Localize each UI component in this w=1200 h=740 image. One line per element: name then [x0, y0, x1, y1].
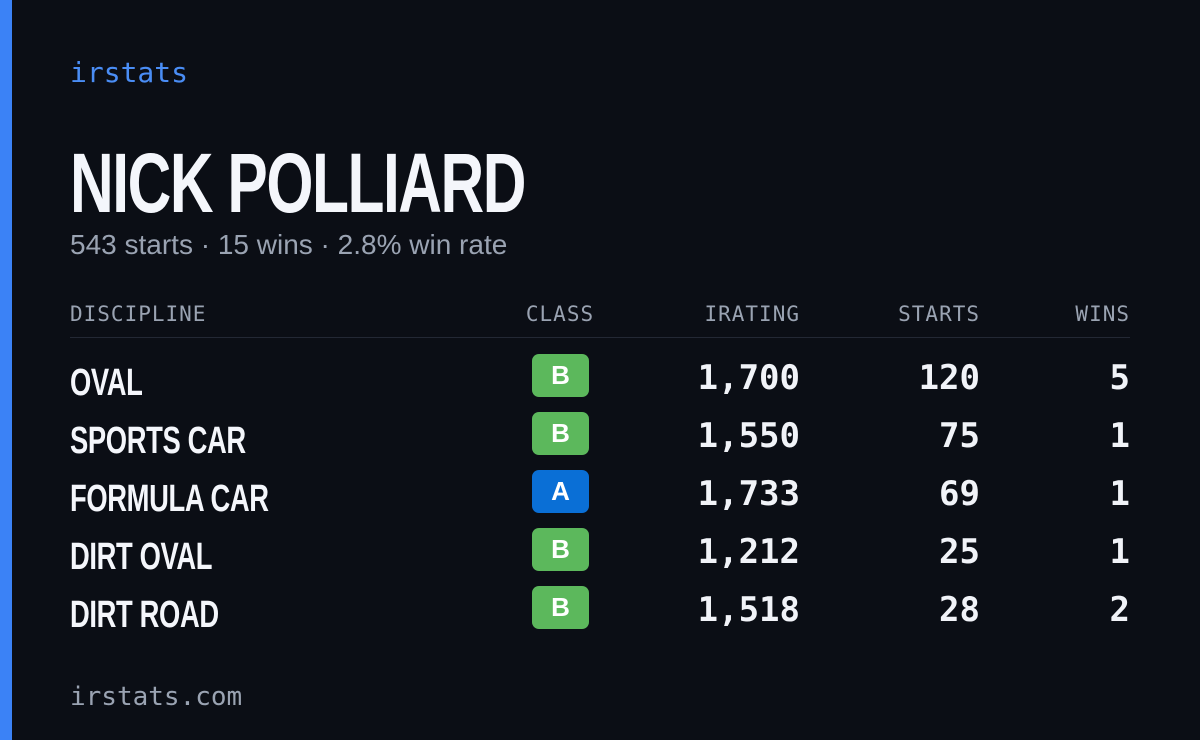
driver-summary: 543 starts · 15 wins · 2.8% win rate: [70, 229, 508, 260]
starts: 120: [918, 358, 980, 398]
header-wins: WINS: [1075, 302, 1130, 326]
wins: 1: [1109, 416, 1130, 456]
class-badge: B: [532, 412, 589, 455]
starts: 28: [939, 590, 980, 630]
discipline: OVAL: [70, 362, 143, 404]
class-badge: B: [532, 586, 589, 629]
wins: 1: [1109, 474, 1130, 514]
class-badge: A: [532, 470, 589, 513]
discipline: FORMULA CAR: [70, 478, 269, 520]
header-irating: IRATING: [704, 302, 800, 326]
irating: 1,518: [697, 590, 800, 630]
wins: 5: [1109, 358, 1130, 398]
starts: 25: [939, 532, 980, 572]
starts: 69: [939, 474, 980, 514]
footer: irstats.com: [70, 682, 243, 712]
irating: 1,550: [697, 416, 800, 456]
starts: 75: [939, 416, 980, 456]
discipline: SPORTS CAR: [70, 420, 246, 462]
header-discipline: DISCIPLINE: [70, 302, 207, 326]
discipline: DIRT ROAD: [70, 594, 219, 636]
irating: 1,733: [697, 474, 800, 514]
header-rule: [70, 337, 1130, 338]
brand: irstats: [70, 56, 189, 89]
irating: 1,700: [697, 358, 800, 398]
accent-bar: [0, 0, 12, 740]
wins: 2: [1109, 590, 1130, 630]
discipline: DIRT OVAL: [70, 536, 213, 578]
class-badge: B: [532, 528, 589, 571]
header-class: CLASS: [525, 302, 595, 326]
irating: 1,212: [697, 532, 800, 572]
class-badge: B: [532, 354, 589, 397]
header-starts: STARTS: [898, 302, 980, 326]
driver-name: NICK POLLIARD: [70, 136, 526, 230]
wins: 1: [1109, 532, 1130, 572]
